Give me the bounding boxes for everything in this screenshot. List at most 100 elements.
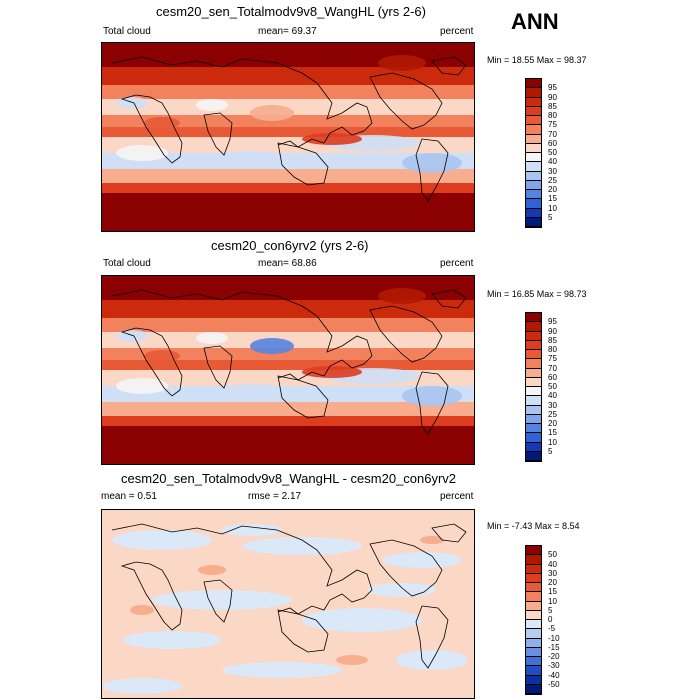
panel-3-mean-label: mean = 0.51: [101, 491, 157, 502]
colorbar-cell: [526, 592, 541, 602]
colorbar-cell: [526, 162, 541, 172]
colorbar-label: 75: [548, 354, 557, 364]
colorbar-label: 75: [548, 120, 557, 130]
colorbar-label: -5: [548, 624, 556, 634]
colorbar-cell: [526, 97, 541, 107]
colorbar-label: 40: [548, 157, 557, 167]
colorbar-label: 90: [548, 326, 557, 336]
colorbar-label: -10: [548, 633, 560, 643]
colorbar-cell: [526, 313, 541, 323]
panel-1-units-label: percent: [440, 26, 474, 37]
colorbar-cell: [526, 433, 541, 443]
colorbar-label: -40: [548, 670, 560, 680]
colorbar-label: 50: [548, 382, 557, 391]
colorbar-cell: [526, 359, 541, 369]
colorbar-cell: [526, 88, 541, 98]
colorbar-label: 40: [548, 391, 557, 401]
panel-2-title: cesm20_con6yrv2 (yrs 2-6): [211, 238, 369, 253]
colorbar-cell: [526, 684, 541, 694]
colorbar-label: 95: [548, 317, 557, 327]
colorbar-label: 0: [548, 615, 553, 624]
colorbar-label: 30: [548, 400, 557, 410]
colorbar-cell: [526, 340, 541, 350]
panel-2-mean-label: mean= 68.86: [258, 258, 317, 269]
colorbar-cell: [526, 583, 541, 593]
colorbar-cell: [526, 190, 541, 200]
panel-3-title: cesm20_sen_Totalmodv9v8_WangHL - cesm20_…: [121, 471, 457, 486]
colorbar-label: 80: [548, 345, 557, 354]
colorbar-cell: [526, 322, 541, 332]
colorbar-label: -15: [548, 642, 560, 652]
panel-3-map: [101, 509, 475, 699]
panel-2-minmax: Min = 16.85 Max = 98.73: [487, 289, 587, 299]
colorbar-cell: [526, 601, 541, 611]
colorbar-label: 15: [548, 194, 557, 204]
colorbar-label: 30: [548, 568, 557, 578]
colorbar-label: 10: [548, 437, 557, 447]
colorbar-cell: [526, 629, 541, 639]
colorbar-label: 70: [548, 129, 557, 139]
colorbar-cell: [526, 620, 541, 630]
colorbar-cell: [526, 647, 541, 657]
colorbar-label: 20: [548, 419, 557, 428]
colorbar-label: 50: [548, 148, 557, 157]
colorbar-label: 15: [548, 428, 557, 438]
colorbar-cell: [526, 208, 541, 218]
panel-1-map: [101, 42, 475, 232]
panel-2-units-label: percent: [440, 258, 474, 269]
colorbar-cell: [526, 377, 541, 387]
colorbar-cell: [526, 199, 541, 209]
colorbar-cell: [526, 116, 541, 126]
colorbar-cell: [526, 657, 541, 667]
colorbar-label: 5: [548, 446, 553, 456]
colorbar-label: 95: [548, 83, 557, 93]
colorbar-cell: [526, 331, 541, 341]
colorbar-cell: [526, 414, 541, 424]
colorbar-label: 30: [548, 166, 557, 176]
colorbar-cell: [526, 442, 541, 452]
colorbar-label: 15: [548, 587, 557, 597]
panel-1-title: cesm20_sen_Totalmodv9v8_WangHL (yrs 2-6): [156, 4, 426, 19]
colorbar-label: 20: [548, 185, 557, 194]
panel-1-variable-label: Total cloud: [103, 26, 151, 37]
colorbar-cell: [526, 555, 541, 565]
colorbar-cell: [526, 451, 541, 461]
colorbar-cell: [526, 564, 541, 574]
colorbar-label: -20: [548, 652, 560, 661]
colorbar-label: 85: [548, 101, 557, 111]
colorbar-cell: [526, 180, 541, 190]
colorbar-label: 90: [548, 92, 557, 102]
colorbar-label: 85: [548, 335, 557, 345]
panel-2-map: [101, 275, 475, 465]
colorbar-cell: [526, 79, 541, 89]
colorbar-cell: [526, 368, 541, 378]
colorbar-cell: [526, 666, 541, 676]
colorbar-cell: [526, 217, 541, 227]
colorbar-cell: [526, 675, 541, 685]
colorbar-label: 20: [548, 578, 557, 587]
panel-3-minmax: Min = -7.43 Max = 8.54: [487, 521, 580, 531]
colorbar-label: 25: [548, 409, 557, 419]
panel-2-variable-label: Total cloud: [103, 258, 151, 269]
season-label: ANN: [511, 9, 559, 34]
colorbar-label: 60: [548, 138, 557, 148]
panel-3-rmse-label: rmse = 2.17: [248, 491, 302, 502]
colorbar-cell: [526, 546, 541, 556]
colorbar-cell: [526, 573, 541, 583]
colorbar-cell: [526, 106, 541, 116]
colorbar-label: 10: [548, 596, 557, 606]
panel-3-units-label: percent: [440, 491, 474, 502]
colorbar-cell: [526, 405, 541, 415]
colorbar-cell: [526, 396, 541, 406]
panel-2-colorbar: 95 90 85 80 75 70 60 50 40 30 25 20 15 10 5: [525, 312, 557, 462]
colorbar-cell: [526, 387, 541, 397]
colorbar-label: 25: [548, 175, 557, 185]
colorbar-label: 80: [548, 111, 557, 120]
colorbar-cell: [526, 424, 541, 434]
colorbar-cell: [526, 171, 541, 181]
panel-1-mean-label: mean= 69.37: [258, 26, 317, 37]
colorbar-label: 60: [548, 372, 557, 382]
colorbar-cell: [526, 125, 541, 135]
colorbar-cell: [526, 610, 541, 620]
colorbar-label: 10: [548, 203, 557, 213]
